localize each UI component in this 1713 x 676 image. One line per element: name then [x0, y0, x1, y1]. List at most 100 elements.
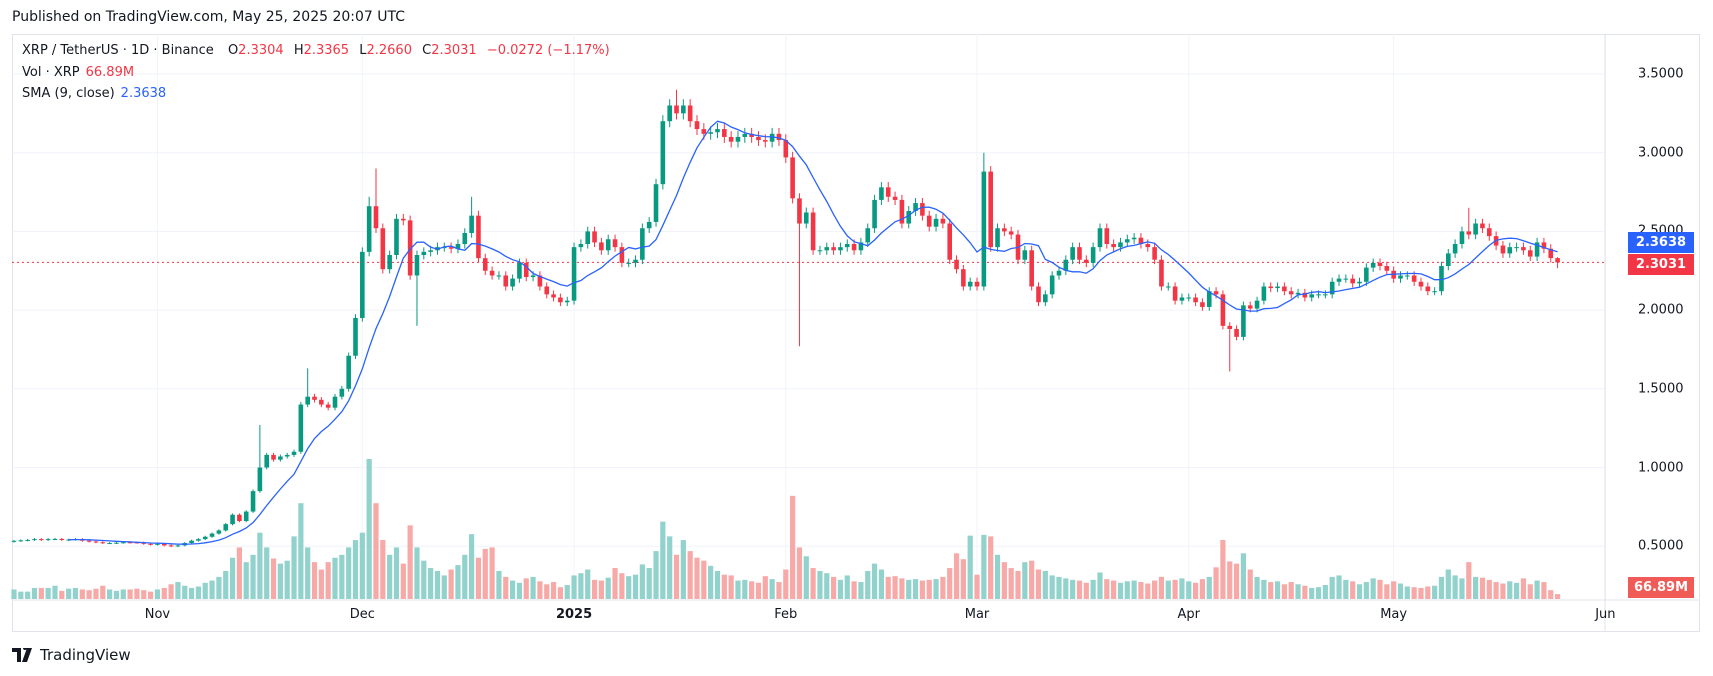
volume-bar [127, 589, 133, 599]
volume-bar [298, 503, 304, 599]
candle-body [537, 275, 543, 287]
symbol-legend[interactable]: XRP / TetherUS · 1D · Binance O2.3304 H2… [22, 43, 616, 58]
candle-body [401, 218, 406, 221]
volume-bar [1063, 578, 1069, 599]
volume-badge: 66.89M [1628, 577, 1694, 598]
volume-bar [994, 554, 1001, 599]
volume-bar [400, 563, 406, 599]
candle-body [1213, 291, 1219, 295]
candle-body [728, 136, 734, 142]
candle-body [510, 278, 515, 287]
volume-bar [25, 591, 31, 599]
volume-bar [1124, 581, 1130, 599]
volume-bar [933, 579, 939, 599]
volume-legend[interactable]: Vol · XRP 66.89M [22, 65, 140, 80]
volume-bar [1350, 581, 1356, 599]
volume-bar [441, 575, 447, 599]
candle-body [776, 133, 782, 141]
candle-body [687, 105, 693, 122]
volume-bar [619, 573, 625, 599]
candle-body [769, 133, 775, 142]
volume-bar [503, 576, 509, 599]
volume-bar [1473, 576, 1479, 599]
open-label: O [227, 43, 239, 58]
volume-bar [523, 578, 529, 599]
volume-bar [871, 563, 878, 599]
candle-body [1439, 266, 1444, 292]
candle-body [1295, 292, 1301, 295]
volume-bar [270, 558, 277, 599]
volume-bar [810, 568, 816, 599]
candle-body [414, 255, 420, 276]
candle-body [1138, 237, 1144, 244]
sma-label: SMA (9, close) [22, 86, 115, 101]
ohlc-open: O2.3304 [228, 43, 284, 58]
candle-body [920, 203, 925, 216]
candle-body [1056, 270, 1062, 276]
candle-body [1432, 291, 1437, 293]
volume-bar [291, 536, 297, 599]
candle-body [899, 199, 905, 224]
candle-body [503, 275, 509, 287]
volume-bar [161, 587, 167, 599]
candle-body [1364, 267, 1369, 282]
volume-bar [1008, 568, 1014, 599]
volume-bar [45, 587, 51, 599]
volume-bar [919, 580, 925, 599]
candle-body [660, 121, 666, 185]
volume-bar [1315, 587, 1322, 599]
volume-bar [953, 553, 960, 599]
sma-legend[interactable]: SMA (9, close) 2.3638 [22, 86, 172, 101]
candle-body [360, 251, 365, 318]
candle-body [530, 275, 536, 278]
volume-bar [1356, 584, 1363, 599]
candle-body [844, 243, 850, 248]
high-value: 2.3365 [303, 43, 350, 58]
chart-frame[interactable] [12, 34, 1700, 632]
volume-bar [851, 581, 857, 599]
volume-bar [1001, 562, 1007, 599]
volume-bar [1186, 581, 1192, 599]
volume-bar [175, 582, 181, 599]
time-tick: May [1380, 607, 1408, 622]
volume-bar [1220, 540, 1226, 599]
candle-body [701, 129, 707, 134]
volume-bar [496, 571, 502, 599]
candle-body [455, 243, 461, 249]
candle-body [291, 451, 297, 455]
candle-body [735, 136, 741, 142]
candle-body [872, 199, 877, 229]
candle-body [45, 539, 51, 541]
volume-bar [1363, 582, 1369, 599]
candle-body [1254, 300, 1260, 309]
candles [11, 89, 1560, 548]
volume-bar [448, 569, 454, 599]
volume-bar [223, 571, 229, 599]
volume-bar [359, 532, 365, 599]
volume-bar [1172, 579, 1178, 599]
volume-bar [591, 579, 598, 599]
volume-bar [735, 580, 741, 599]
candle-body [1473, 223, 1478, 235]
candle-body [981, 171, 987, 287]
candle-body [1507, 247, 1513, 254]
price-tick: 3.5000 [1638, 66, 1684, 82]
volume-bar [134, 588, 140, 599]
volume-bar [1131, 580, 1137, 599]
volume-bar [824, 573, 830, 599]
volume-bar [530, 576, 536, 599]
candle-body [476, 215, 481, 259]
ohlc-low: L2.2660 [359, 43, 412, 58]
volume-bar [1056, 576, 1062, 599]
volume-bar [544, 584, 550, 599]
volume-bar [236, 547, 242, 599]
volume-bar [1240, 553, 1246, 599]
volume-bar [100, 585, 106, 599]
volume-bar [1343, 579, 1349, 599]
time-tick: Dec [349, 607, 375, 622]
candle-body [1268, 286, 1274, 289]
candle-body [1329, 281, 1335, 295]
volume-bar [1411, 587, 1417, 599]
tradingview-logo[interactable]: TradingView [12, 646, 131, 664]
